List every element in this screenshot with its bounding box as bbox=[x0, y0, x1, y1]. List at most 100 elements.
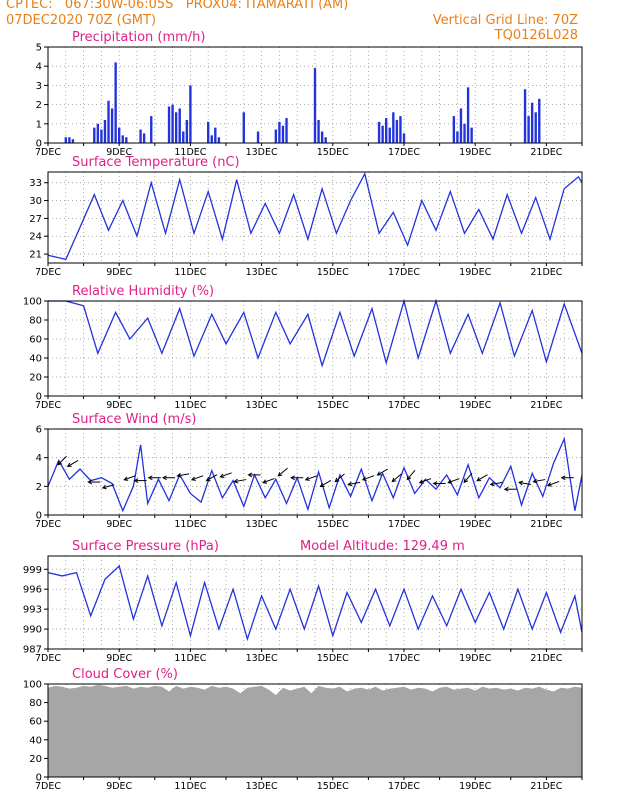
x-tick-label: 21DEC bbox=[530, 147, 562, 158]
wind-arrow bbox=[87, 479, 101, 485]
y-tick-label: 80 bbox=[29, 698, 42, 709]
wind-arrow bbox=[532, 478, 546, 484]
precip-bar bbox=[381, 125, 384, 143]
x-tick-label: 7DEC bbox=[35, 781, 61, 792]
panel-frame bbox=[47, 171, 583, 264]
precip-bar bbox=[185, 119, 189, 143]
precip-bar bbox=[68, 137, 71, 143]
precip-bar bbox=[313, 68, 317, 143]
wind-arrow bbox=[503, 486, 517, 492]
y-tick-label: 20 bbox=[29, 754, 42, 765]
wind-arrow-shaft bbox=[348, 481, 361, 486]
y-tick-label: 996 bbox=[23, 585, 42, 596]
y-tick-label: 0 bbox=[36, 139, 42, 150]
y-tick-label: 999 bbox=[23, 565, 42, 576]
wind-arrow-head bbox=[176, 473, 182, 478]
wind-arrow-head bbox=[518, 480, 524, 486]
precip-bar bbox=[96, 123, 100, 143]
y-tick-label: 987 bbox=[23, 645, 42, 656]
precip-bar bbox=[171, 104, 174, 143]
y-tick-label: 6 bbox=[36, 425, 42, 436]
precip-bar bbox=[466, 87, 470, 143]
precip-bar bbox=[64, 137, 67, 143]
precip-bar bbox=[399, 116, 402, 143]
x-tick-label: 13DEC bbox=[246, 653, 278, 664]
wind-arrow-head bbox=[219, 473, 225, 479]
precip-bar bbox=[242, 112, 245, 143]
y-tick-label: 100 bbox=[23, 297, 42, 308]
wind-arrow bbox=[123, 475, 136, 481]
precip-bar bbox=[118, 127, 121, 143]
x-tick-label: 17DEC bbox=[388, 653, 420, 664]
x-tick-label: 11DEC bbox=[174, 400, 206, 411]
x-tick-label: 19DEC bbox=[459, 781, 491, 792]
wind-arrow-head bbox=[432, 481, 438, 486]
wind-arrow-shaft bbox=[547, 480, 560, 486]
y-tick-label: 60 bbox=[29, 717, 42, 728]
y-tick-label: 990 bbox=[23, 625, 42, 636]
wind-arrow-head bbox=[418, 479, 424, 484]
precip-bar bbox=[189, 85, 192, 143]
precip-bar bbox=[534, 112, 537, 143]
x-tick-label: 17DEC bbox=[388, 781, 420, 792]
temp-series-line bbox=[47, 171, 583, 261]
panel-frame bbox=[47, 683, 583, 778]
wind-arrow bbox=[161, 475, 176, 481]
header-location: CPTEC: 067:30W-06:05S PROX04: ITAMARATI … bbox=[6, 0, 349, 12]
precip-bar bbox=[178, 108, 181, 143]
y-tick-label: 21 bbox=[29, 250, 42, 261]
precip-bar bbox=[281, 125, 285, 143]
wind-arrow-head bbox=[133, 478, 139, 483]
wind-arrow bbox=[290, 475, 304, 481]
wind-arrow bbox=[304, 475, 318, 481]
precip-bar bbox=[207, 121, 210, 143]
wind-arrow-head bbox=[57, 460, 62, 466]
wind-arrow-shaft bbox=[335, 473, 345, 482]
wind-arrow bbox=[277, 467, 288, 477]
wind-arrow-head bbox=[205, 477, 211, 482]
x-tick-label: 21DEC bbox=[530, 519, 562, 530]
precip-bar bbox=[103, 119, 107, 143]
wind-arrow-head bbox=[319, 482, 325, 487]
wind-arrow-shaft bbox=[220, 472, 232, 478]
x-tick-label: 13DEC bbox=[246, 400, 278, 411]
y-tick-label: 5 bbox=[36, 43, 42, 54]
wind-arrow bbox=[447, 478, 460, 484]
precip-bar bbox=[142, 133, 146, 143]
precip-bar bbox=[256, 131, 260, 143]
x-tick-label: 17DEC bbox=[388, 267, 420, 278]
precip-bar bbox=[385, 118, 388, 143]
precip-bar bbox=[317, 119, 320, 143]
y-tick-label: 24 bbox=[29, 232, 42, 243]
x-tick-label: 19DEC bbox=[459, 519, 491, 530]
panel-frame bbox=[47, 428, 583, 516]
precip-bar bbox=[114, 62, 117, 143]
x-tick-label: 13DEC bbox=[246, 781, 278, 792]
wind-arrow-shaft bbox=[206, 474, 218, 482]
y-tick-label: 1 bbox=[36, 119, 42, 130]
wind-arrow bbox=[66, 459, 79, 467]
y-tick-label: 33 bbox=[29, 178, 42, 189]
precip-bar bbox=[523, 89, 527, 143]
wind-arrow-shaft bbox=[362, 475, 375, 481]
precip-bar bbox=[274, 129, 278, 143]
x-tick-label: 11DEC bbox=[174, 147, 206, 158]
wind-arrow-head bbox=[290, 475, 295, 481]
precip-bar bbox=[459, 108, 463, 143]
cloud-cover-area bbox=[48, 684, 582, 777]
wind-arrow bbox=[406, 469, 416, 481]
precip-bar bbox=[174, 112, 178, 143]
header-model-id: TQ0126L028 bbox=[494, 28, 578, 43]
press-panel: 987 990 993 996 999 7DEC 9DEC 11DEC 13DEC 15DEC 17… bbox=[23, 539, 583, 664]
wind-arrow-head bbox=[560, 475, 566, 481]
wind-arrow-head bbox=[532, 478, 538, 484]
x-tick-label: 19DEC bbox=[459, 400, 491, 411]
wind-arrow bbox=[334, 473, 345, 483]
rh-series-line bbox=[48, 298, 583, 368]
press-title: Surface Pressure (hPa) bbox=[72, 539, 219, 554]
precip-bar bbox=[278, 121, 281, 143]
wind-arrow-head bbox=[233, 478, 239, 484]
press-series-line bbox=[47, 564, 583, 642]
y-tick-label: 0 bbox=[36, 773, 42, 784]
